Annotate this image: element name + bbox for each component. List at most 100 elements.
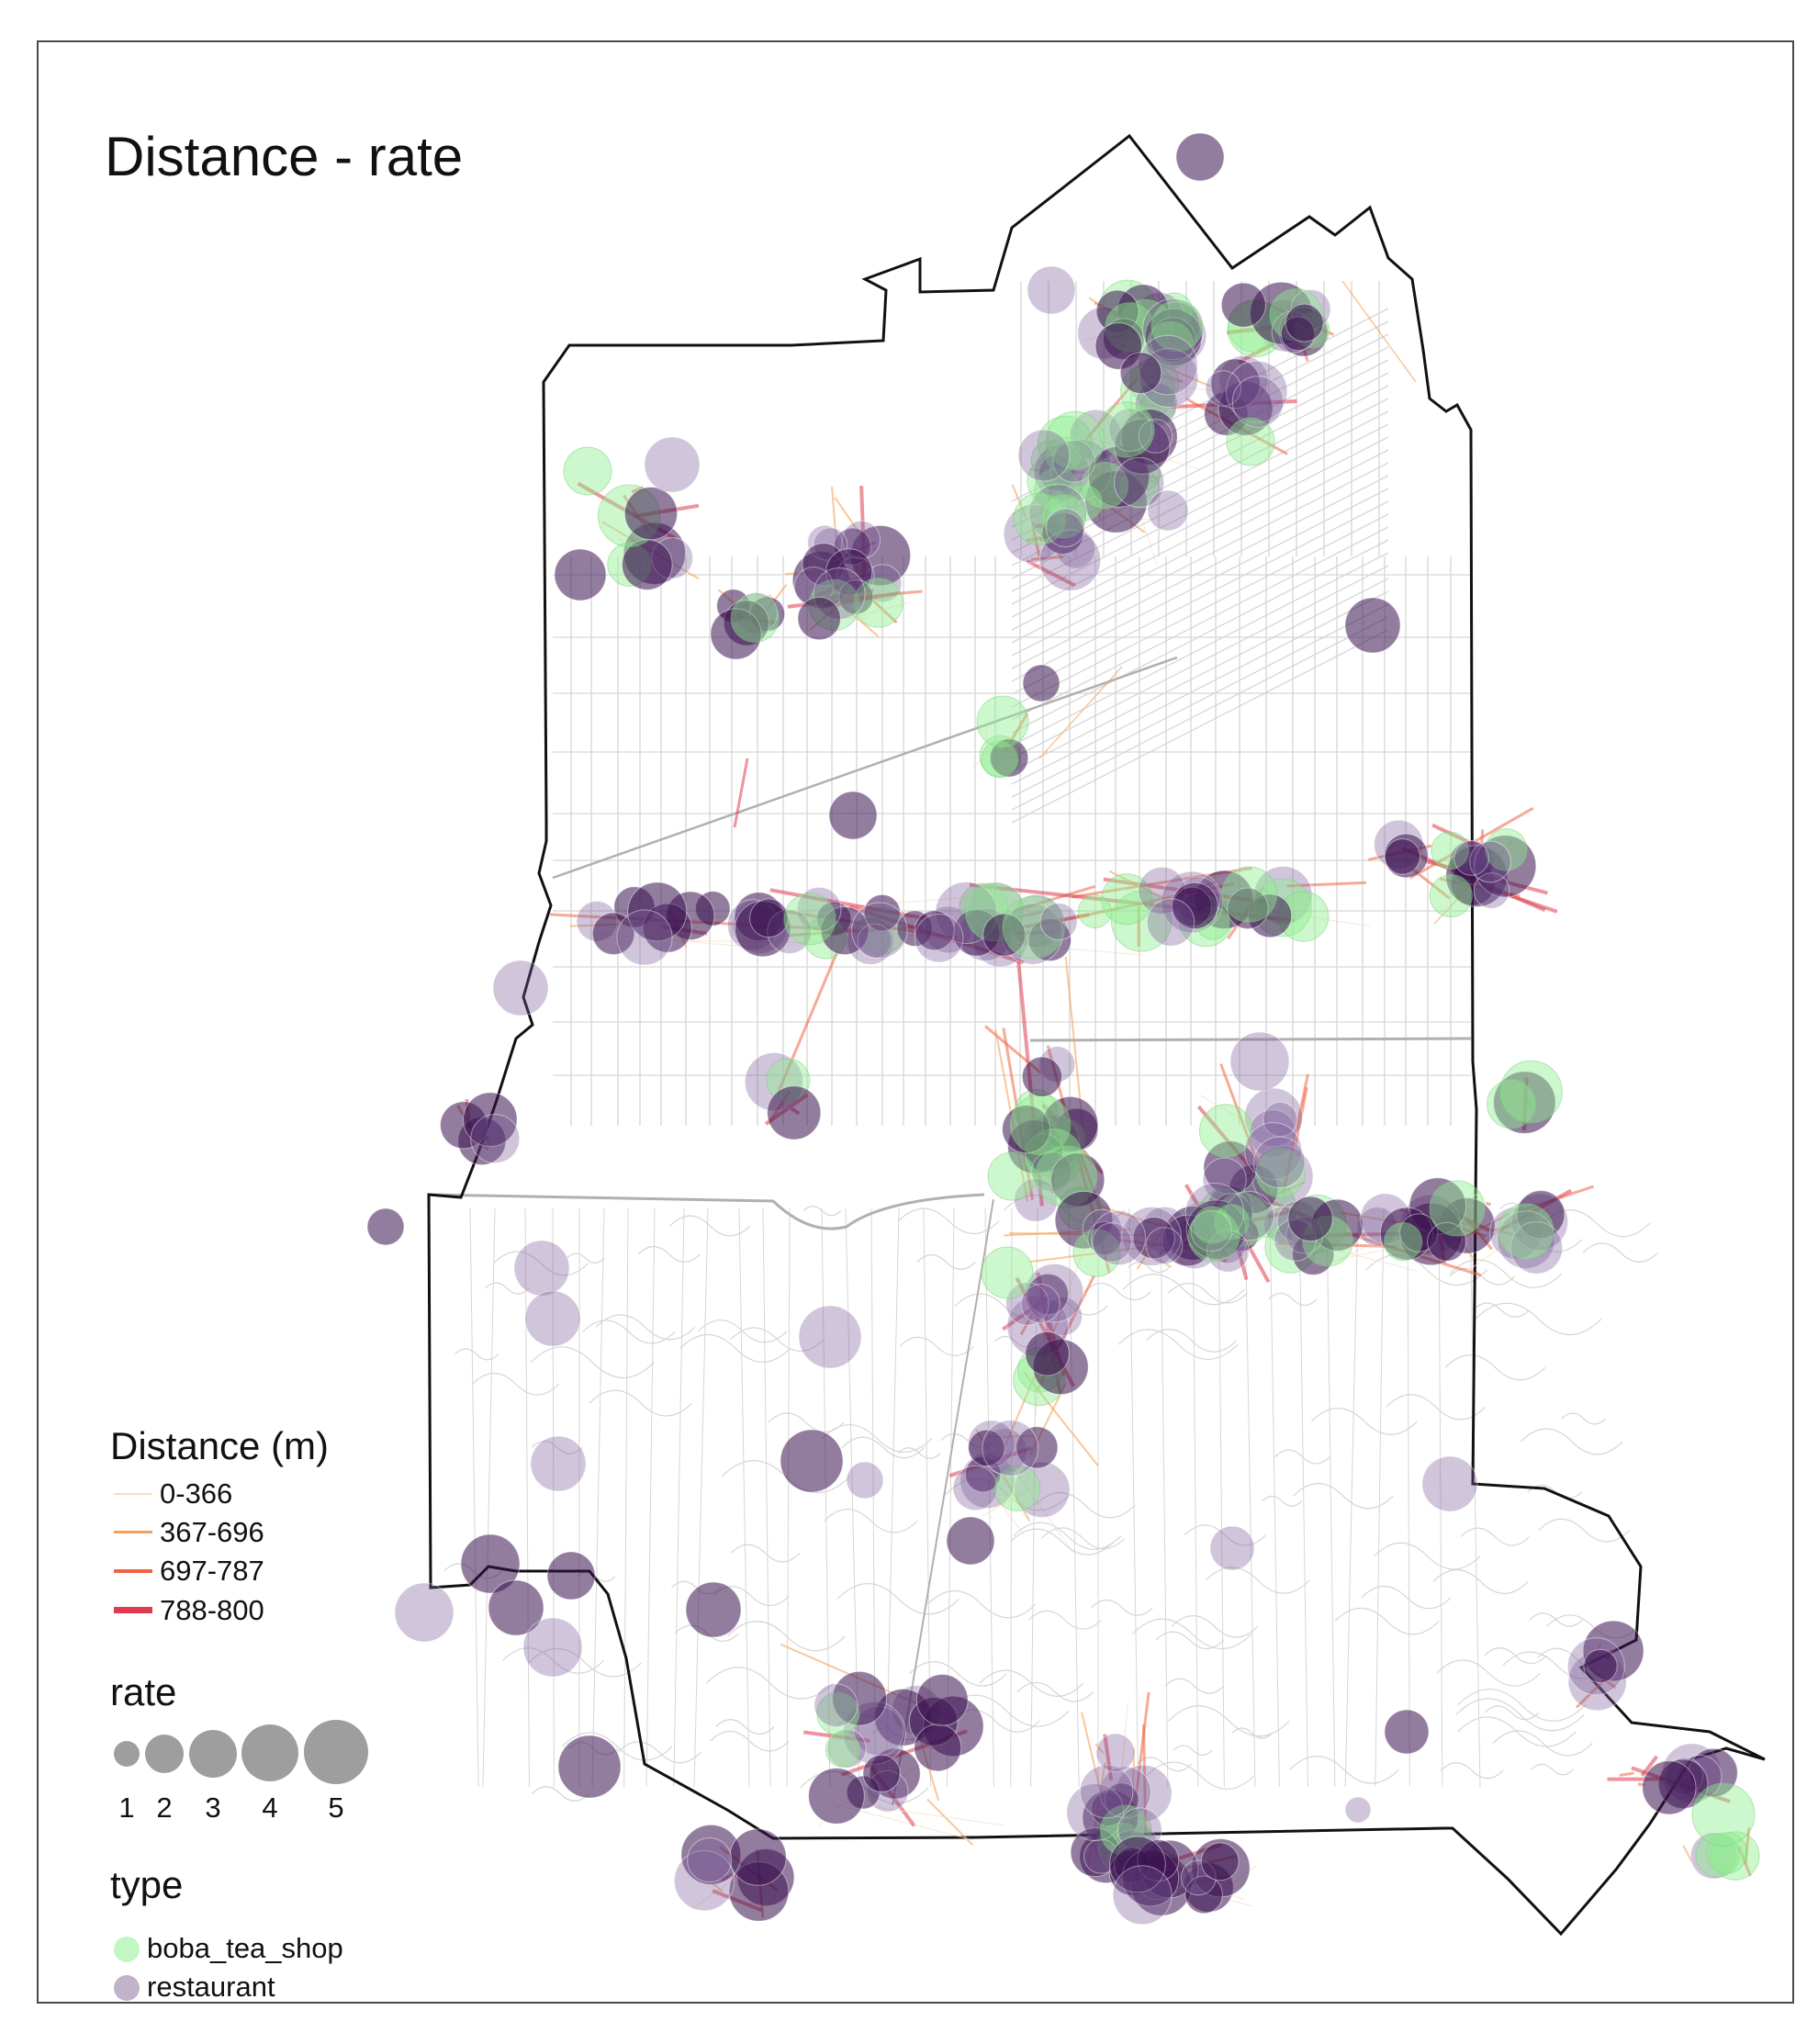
boba-tea-shop-point	[1065, 484, 1103, 522]
distance-link	[1094, 1743, 1105, 1754]
street-curve	[1016, 1681, 1094, 1702]
street-curve	[824, 1509, 918, 1533]
restaurant-point	[1248, 1109, 1297, 1158]
distance-link	[1038, 549, 1079, 561]
street-line	[645, 1207, 656, 1788]
street-line	[1011, 578, 1389, 772]
restaurant-point	[857, 923, 892, 959]
restaurant-point	[749, 898, 789, 938]
restaurant-point	[767, 1085, 822, 1140]
boba-tea-shop-point	[1255, 1147, 1307, 1198]
street-curve	[1268, 1292, 1318, 1307]
restaurant-point	[1227, 887, 1269, 930]
boba-tea-shop-point	[1187, 1209, 1240, 1263]
street-curve	[768, 1412, 845, 1433]
street-curve	[1436, 1659, 1542, 1687]
street-curve	[617, 1741, 701, 1764]
restaurant-point	[1020, 1284, 1060, 1324]
legend-line-367-696	[114, 1531, 152, 1533]
street-curve	[1457, 1688, 1586, 1722]
street-curve	[1444, 1354, 1546, 1381]
restaurant-point	[1509, 1221, 1564, 1275]
street-line	[1218, 1207, 1225, 1788]
restaurant-point	[1184, 1875, 1223, 1915]
restaurant-point	[460, 1533, 521, 1594]
street-curve	[1484, 1705, 1540, 1721]
boba-tea-shop-point	[730, 593, 780, 643]
map-panel: Distance - rate Distance (m) 0-366 367-6…	[37, 40, 1794, 2004]
boba-tea-shop-point	[981, 740, 1019, 779]
street-curve	[1472, 1302, 1530, 1318]
restaurant-point	[1473, 872, 1510, 909]
street-line	[1011, 500, 1389, 695]
street-curve	[926, 1590, 1037, 1619]
street-line	[693, 1207, 709, 1788]
street-curve	[561, 1732, 673, 1761]
restaurant-point	[808, 1768, 865, 1825]
restaurant-point	[1200, 1842, 1240, 1881]
restaurant-point	[522, 1617, 583, 1678]
street-curve	[472, 1372, 560, 1396]
distance-link	[776, 950, 839, 1095]
legend-line-697-787	[114, 1569, 152, 1573]
restaurant-point	[1253, 1136, 1306, 1189]
street-line	[1011, 488, 1389, 682]
restaurant-point	[982, 1420, 1039, 1477]
restaurant-point	[1427, 1221, 1467, 1262]
street-line	[1011, 565, 1389, 759]
restaurant-point	[1226, 360, 1288, 423]
boba-tea-shop-point	[1384, 1222, 1423, 1262]
street-curve	[715, 1719, 775, 1735]
restaurant-point	[1052, 439, 1096, 483]
street-line	[1326, 1207, 1336, 1788]
restaurant-point	[1231, 376, 1285, 428]
distance-link	[1103, 1734, 1114, 1781]
legend-rate-title: rate	[110, 1670, 177, 1713]
street-line	[1011, 346, 1389, 541]
legend-rate-dot-4	[241, 1724, 298, 1781]
street-curve	[1274, 1449, 1330, 1465]
restaurant-point	[462, 1092, 518, 1147]
restaurant-point	[1027, 918, 1072, 962]
restaurant-point	[952, 1465, 999, 1511]
boba-tea-shop-point	[1081, 461, 1129, 510]
legend-rate-dot-5	[304, 1720, 368, 1784]
restaurant-point	[1205, 370, 1242, 407]
legend-rate-label-1: 1	[118, 1791, 135, 1824]
street-line	[1011, 603, 1389, 798]
street-curve	[679, 1334, 791, 1363]
restaurant-point	[1002, 1105, 1051, 1154]
restaurant-point	[554, 548, 607, 601]
restaurant-point	[1229, 1031, 1290, 1092]
distance-link	[712, 1882, 724, 1892]
restaurant-point	[1079, 1764, 1134, 1819]
legend-restaurant-dot	[114, 1975, 140, 2001]
restaurant-point	[1344, 1796, 1372, 1824]
restaurant-point	[1145, 1227, 1184, 1265]
legend-type-title: type	[110, 1863, 184, 1906]
street-curve	[897, 1447, 941, 1459]
street-curve	[1128, 1262, 1170, 1274]
restaurant-point	[851, 902, 908, 960]
street-line	[623, 1207, 629, 1788]
restaurant-point	[1171, 882, 1218, 929]
restaurant-point	[946, 1516, 995, 1566]
restaurant-point	[1025, 1331, 1070, 1376]
restaurant-point	[1005, 1282, 1049, 1326]
restaurant-point	[546, 1551, 596, 1600]
street-line	[1011, 539, 1389, 734]
legend-type-label-restaurant: restaurant	[147, 1971, 275, 2003]
restaurant-point	[1146, 898, 1195, 947]
restaurant-point	[1184, 1183, 1245, 1242]
restaurant-point	[1095, 1733, 1136, 1773]
street-curve	[1131, 1618, 1252, 1650]
boba-tea-shop-point	[1485, 828, 1528, 871]
distance-link	[1286, 881, 1367, 888]
distance-link	[1341, 280, 1417, 383]
street-line	[482, 1207, 496, 1788]
street-curve	[1440, 1762, 1504, 1780]
distance-link	[1682, 1845, 1693, 1863]
restaurant-point	[623, 487, 679, 541]
street-line	[1011, 475, 1389, 669]
boba-tea-shop-point	[1429, 873, 1473, 918]
